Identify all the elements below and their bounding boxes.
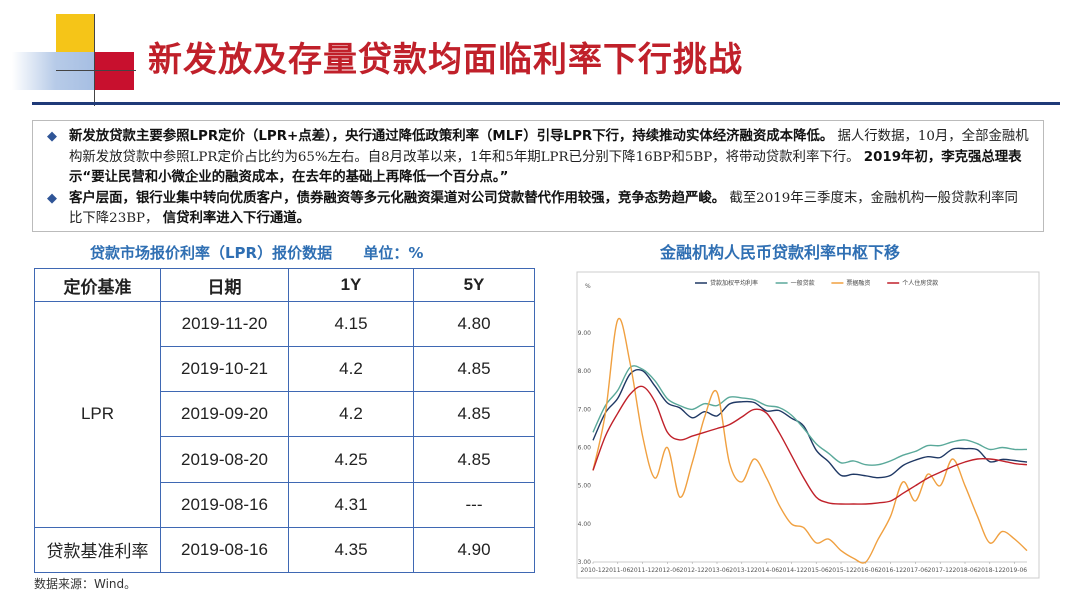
lpr-table: 定价基准 日期 1Y 5Y LPR 2019-11-20 4.15 4.80 2… (34, 268, 535, 574)
x-tick-label: 2018-06 (952, 567, 977, 574)
table-row: 2019-08-16 4.31 --- (35, 481, 535, 528)
y-tick-label: 4.00 (578, 521, 592, 528)
y-tick-label: 6.00 (578, 445, 592, 452)
group-benchmark: 贷款基准利率 (34, 526, 161, 574)
table-row: 贷款基准利率 2019-08-16 4.35 4.90 (34, 526, 535, 574)
diamond-icon: ◆ (47, 190, 57, 206)
cell-date: 2019-10-21 (160, 346, 289, 393)
series-line (592, 317, 1028, 564)
y-tick-label: 7.00 (578, 406, 592, 413)
table-unit: 单位：% (363, 244, 424, 262)
cell-5y: 4.80 (413, 300, 535, 348)
cell-date: 2019-08-20 (160, 436, 289, 483)
x-tick-label: 2019-06 (1002, 567, 1027, 574)
series-line (592, 385, 1028, 505)
table-title: 贷款市场报价利率（LPR）报价数据 单位：% (90, 242, 449, 263)
series-line (592, 368, 1028, 479)
cell-5y: --- (413, 481, 535, 528)
y-axis-label: % (585, 283, 591, 290)
table-header-row: 定价基准 日期 1Y 5Y (34, 268, 535, 302)
deco-lines-v (94, 14, 95, 106)
bullet-normal: 据人行数据，10月，全部金融机构新发放贷款中参照LPR定价占比约为65%左右。自… (69, 129, 1029, 165)
group-lpr: LPR (34, 301, 161, 528)
cell-1y: 4.15 (288, 300, 414, 348)
bullet-item: ◆ 客户层面，银行业集中转向优质客户，债券融资等多元化融资渠道对公司贷款替代作用… (47, 189, 1031, 230)
cell-5y: 4.85 (413, 391, 535, 438)
cell-date: 2019-11-20 (160, 300, 289, 348)
cell-1y: 4.31 (288, 481, 414, 528)
header-1y: 1Y (288, 268, 414, 302)
x-tick-label: 2012-06 (655, 567, 680, 574)
y-tick-label: 8.00 (578, 368, 592, 375)
cell-5y: 4.85 (413, 346, 535, 393)
chart-frame (576, 271, 1040, 579)
table-title-text: 贷款市场报价利率（LPR）报价数据 (90, 244, 333, 262)
x-tick-label: 2013-12 (729, 567, 754, 574)
x-tick-label: 2018-12 (977, 567, 1002, 574)
x-tick-label: 2013-06 (704, 567, 729, 574)
bullet-item: ◆ 新发放贷款主要参照LPR定价（LPR+点差），央行通过降低政策利率（MLF）… (47, 127, 1031, 189)
cell-date: 2019-09-20 (160, 391, 289, 438)
legend-label: 个人住房贷款 (902, 279, 938, 287)
cell-1y: 4.35 (288, 526, 414, 574)
x-tick-label: 2012-12 (680, 567, 705, 574)
series-line (592, 365, 1028, 466)
diamond-icon: ◆ (47, 129, 57, 144)
cell-1y: 4.2 (288, 346, 414, 393)
header-date: 日期 (160, 268, 289, 302)
x-tick-label: 2017-06 (903, 567, 928, 574)
y-tick-label: 9.00 (578, 330, 592, 337)
cell-5y: 4.85 (413, 436, 535, 483)
bullet-box: ◆ 新发放贷款主要参照LPR定价（LPR+点差），央行通过降低政策利率（MLF）… (32, 120, 1044, 232)
x-tick-label: 2014-06 (754, 567, 779, 574)
deco-yellow-square (56, 14, 94, 52)
deco-lines (56, 70, 136, 71)
bullet-normal: 截至2019年三季度末，金融机构一般贷款利率同比下降23BP， (69, 190, 1018, 227)
x-tick-label: 2017-12 (928, 567, 953, 574)
x-tick-label: 2015-12 (828, 567, 853, 574)
chart-title: 金融机构人民币贷款利率中枢下移 (660, 243, 901, 262)
header-5y: 5Y (413, 268, 535, 302)
bullet-bold-2: 信贷利率进入下行通道。 (162, 211, 311, 226)
title-underline (32, 102, 1060, 105)
cell-date: 2019-08-16 (160, 526, 289, 574)
line-chart: % 贷款加权平均利率 一般贷款 票据融资 个人住房贷款 9.00 8.00 7.00 6.00 5… (576, 271, 1040, 579)
cell-5y: 4.90 (413, 526, 535, 574)
header-pricing-basis: 定价基准 (34, 268, 161, 302)
legend-label: 贷款加权平均利率 (710, 279, 758, 287)
y-tick-label: 5.00 (578, 483, 592, 490)
table-row: LPR 2019-11-20 4.15 4.80 (34, 300, 535, 528)
cell-1y: 4.2 (288, 391, 414, 438)
deco-red-square (94, 52, 134, 90)
bullet-bold: 客户层面，银行业集中转向优质客户，债券融资等多元化融资渠道对公司贷款替代作用较强… (69, 190, 726, 206)
x-tick-label: 2014-12 (779, 567, 804, 574)
x-tick-label: 2010-12 (580, 567, 605, 574)
legend-label: 票据融资 (846, 279, 870, 287)
x-tick-label: 2015-06 (804, 567, 829, 574)
legend-label: 一般贷款 (791, 279, 815, 287)
x-tick-label: 2016-12 (878, 567, 903, 574)
bullet-bold-2: 2019年初，李克强总理表示“要让民营和小微企业的融资成本，在去年的基础上再降低… (69, 149, 1022, 186)
table-row: 2019-08-20 4.25 4.85 (35, 436, 535, 483)
cell-date: 2019-08-16 (160, 481, 289, 528)
cell-1y: 4.25 (288, 436, 414, 483)
x-tick-label: 2011-06 (605, 567, 630, 574)
x-tick-label: 2011-12 (630, 567, 655, 574)
data-source: 数据来源：Wind。 (34, 577, 137, 591)
page-title: 新发放及存量贷款均面临利率下行挑战 (148, 40, 743, 80)
bullet-bold: 新发放贷款主要参照LPR定价（LPR+点差），央行通过降低政策利率（MLF）引导… (69, 129, 834, 144)
x-tick-label: 2016-06 (853, 567, 878, 574)
y-tick-label: 3.00 (578, 559, 592, 566)
